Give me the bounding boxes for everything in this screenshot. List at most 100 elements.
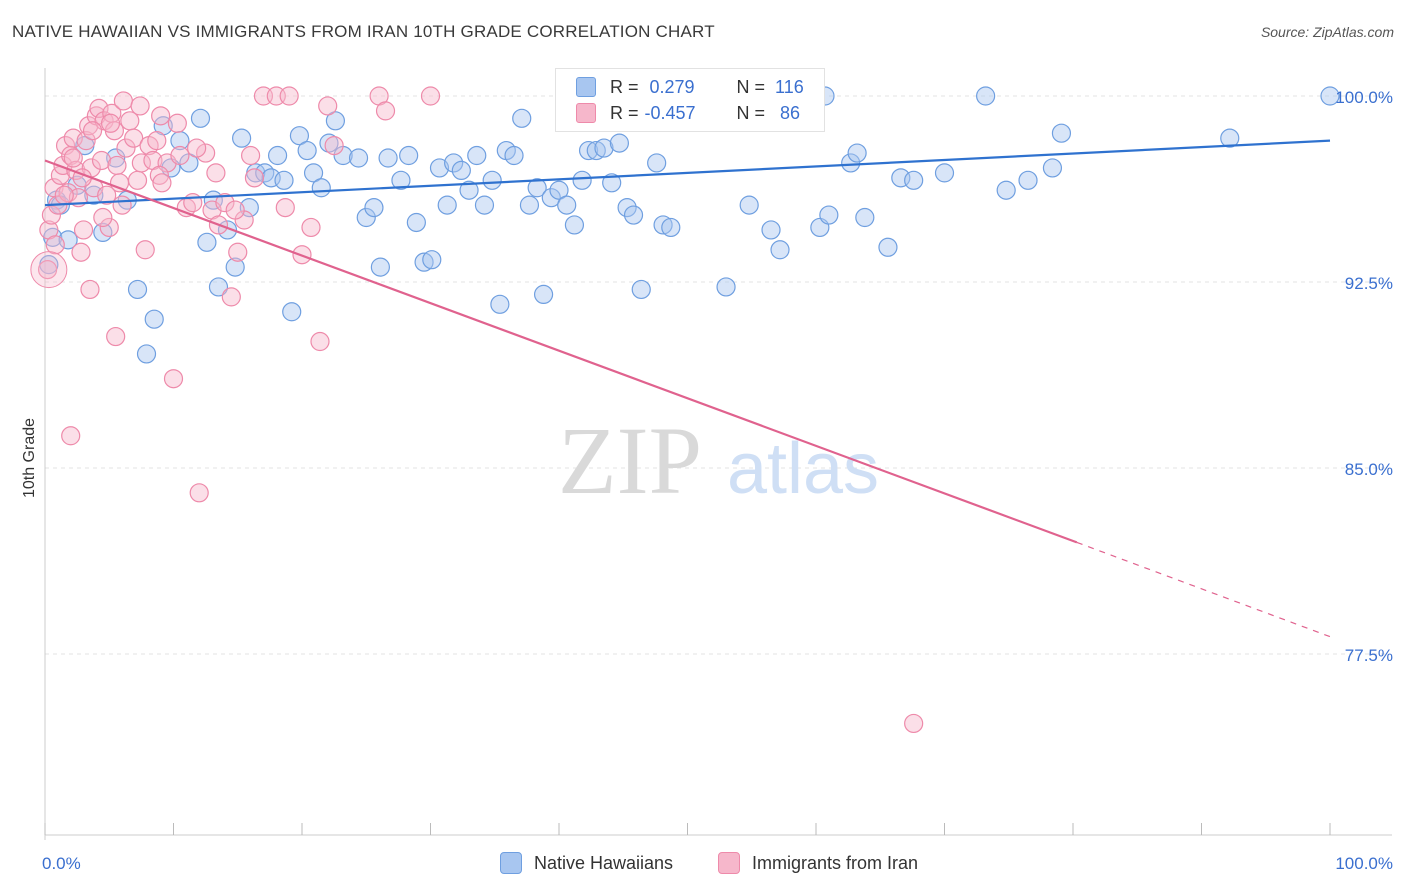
data-point-immigrants-from-iran — [167, 113, 187, 133]
data-point-immigrants-from-iran — [196, 143, 216, 163]
data-point-native-hawaiians — [602, 173, 622, 193]
legend-n-value: 116 — [775, 76, 804, 97]
data-point-native-hawaiians — [557, 195, 577, 215]
data-point-native-hawaiians — [578, 140, 599, 161]
data-point-native-hawaiians — [716, 277, 736, 297]
legend-swatch-pink — [718, 852, 740, 874]
data-point-native-hawaiians — [609, 133, 629, 153]
data-point-native-hawaiians — [282, 302, 302, 322]
data-point-native-hawaiians — [232, 128, 252, 148]
y-tick-label: 100.0% — [1335, 88, 1393, 107]
data-point-native-hawaiians — [564, 215, 585, 235]
data-point-native-hawaiians — [490, 294, 510, 314]
legend-label: Immigrants from Iran — [752, 852, 919, 873]
legend-r-value: -0.457 — [644, 102, 696, 123]
data-point-immigrants-from-iran — [244, 168, 265, 188]
data-point-native-hawaiians — [878, 237, 898, 257]
data-point-immigrants-from-iran — [97, 185, 117, 205]
data-point-immigrants-from-iran — [124, 128, 144, 148]
data-point-immigrants-from-iran — [152, 173, 172, 193]
data-point-immigrants-from-iran — [89, 98, 109, 119]
data-point-immigrants-from-iran — [82, 121, 103, 141]
data-point-native-hawaiians — [406, 212, 426, 233]
data-point-immigrants-from-iran — [80, 279, 100, 300]
data-point-native-hawaiians — [739, 195, 759, 215]
series-immigrants-from-iran — [30, 86, 924, 734]
data-point-native-hawaiians — [617, 198, 637, 218]
grid-lines — [45, 95, 1390, 655]
y-tick-label: 77.5% — [1345, 646, 1393, 665]
data-point-native-hawaiians — [255, 163, 275, 183]
data-point-immigrants-from-iran — [170, 145, 190, 166]
legend-row-pink: R = -0.457 N = 86 — [576, 100, 800, 126]
data-point-immigrants-from-iran — [112, 195, 132, 215]
data-point-native-hawaiians — [1320, 86, 1340, 106]
y-tick-label: 85.0% — [1345, 460, 1393, 479]
data-point-immigrants-from-iran — [76, 131, 96, 151]
data-point-native-hawaiians — [356, 207, 376, 228]
data-point-immigrants-from-iran — [54, 185, 74, 205]
data-point-immigrants-from-iran — [131, 153, 151, 173]
data-point-native-hawaiians — [93, 222, 113, 242]
trend-line-immigrants-from-iran — [44, 159, 1078, 544]
data-point-native-hawaiians — [208, 277, 229, 297]
x-tick-label: 0.0% — [42, 854, 81, 873]
data-point-native-hawaiians — [519, 195, 540, 215]
data-point-native-hawaiians — [136, 344, 157, 364]
data-point-immigrants-from-iran — [215, 193, 235, 213]
data-point-immigrants-from-iran — [241, 145, 261, 166]
data-point-native-hawaiians — [572, 170, 592, 190]
data-point-immigrants-from-iran — [420, 86, 441, 106]
data-point-native-hawaiians — [841, 153, 861, 173]
data-point-native-hawaiians — [512, 108, 532, 128]
legend-item-native-hawaiians[interactable]: Native Hawaiians — [500, 852, 673, 874]
data-point-native-hawaiians — [451, 160, 471, 180]
data-point-immigrants-from-iran — [904, 713, 924, 734]
series-legend: Native Hawaiians Immigrants from Iran — [0, 850, 1406, 878]
data-point-native-hawaiians — [855, 207, 875, 228]
data-point-immigrants-from-iran — [318, 96, 338, 116]
data-point-native-hawaiians — [904, 170, 924, 190]
data-point-native-hawaiians — [399, 145, 419, 166]
data-point-immigrants-from-iran — [147, 131, 167, 151]
data-point-native-hawaiians — [414, 252, 434, 272]
y-tick-label: 92.5% — [1345, 274, 1393, 293]
data-point-native-hawaiians — [647, 153, 667, 173]
data-point-native-hawaiians — [311, 178, 331, 198]
legend-swatch-blue — [576, 77, 596, 97]
data-point-immigrants-from-iran — [149, 165, 169, 185]
legend-row-blue: R = 0.279 N = 116 — [576, 74, 804, 100]
data-point-native-hawaiians — [1051, 123, 1072, 143]
watermark: ZIP atlas — [558, 407, 879, 514]
legend-swatch-pink — [576, 103, 596, 123]
data-point-native-hawaiians — [482, 170, 502, 190]
data-point-immigrants-from-iran — [61, 426, 81, 446]
data-point-native-hawaiians — [1220, 128, 1240, 148]
data-point-immigrants-from-iran — [221, 287, 241, 307]
data-point-immigrants-from-iran — [127, 170, 148, 190]
legend-item-immigrants-from-iran[interactable]: Immigrants from Iran — [718, 852, 918, 874]
data-point-native-hawaiians — [370, 257, 390, 277]
data-point-immigrants-from-iran — [116, 138, 136, 158]
data-point-native-hawaiians — [594, 138, 614, 158]
data-point-native-hawaiians — [429, 158, 450, 178]
data-point-immigrants-from-iran — [375, 101, 396, 121]
data-point-native-hawaiians — [631, 279, 651, 300]
data-point-native-hawaiians — [976, 86, 996, 106]
y-axis-label: 10th Grade — [21, 418, 38, 498]
legend-label: Native Hawaiians — [534, 852, 674, 873]
data-point-native-hawaiians — [144, 309, 164, 329]
data-point-immigrants-from-iran — [279, 86, 299, 106]
data-point-native-hawaiians — [319, 133, 339, 153]
legend-r-value: 0.279 — [644, 76, 695, 97]
chart-title: NATIVE HAWAIIAN VS IMMIGRANTS FROM IRAN … — [12, 22, 715, 41]
data-point-native-hawaiians — [847, 143, 867, 163]
data-point-immigrants-from-iran — [187, 138, 207, 158]
data-point-immigrants-from-iran — [63, 148, 83, 168]
data-point-native-hawaiians — [106, 148, 126, 168]
series-native-hawaiians — [39, 86, 1340, 364]
legend-n-label: N = — [736, 102, 766, 123]
data-point-native-hawaiians — [289, 126, 310, 146]
data-point-native-hawaiians — [504, 145, 524, 166]
data-point-native-hawaiians — [459, 180, 479, 200]
